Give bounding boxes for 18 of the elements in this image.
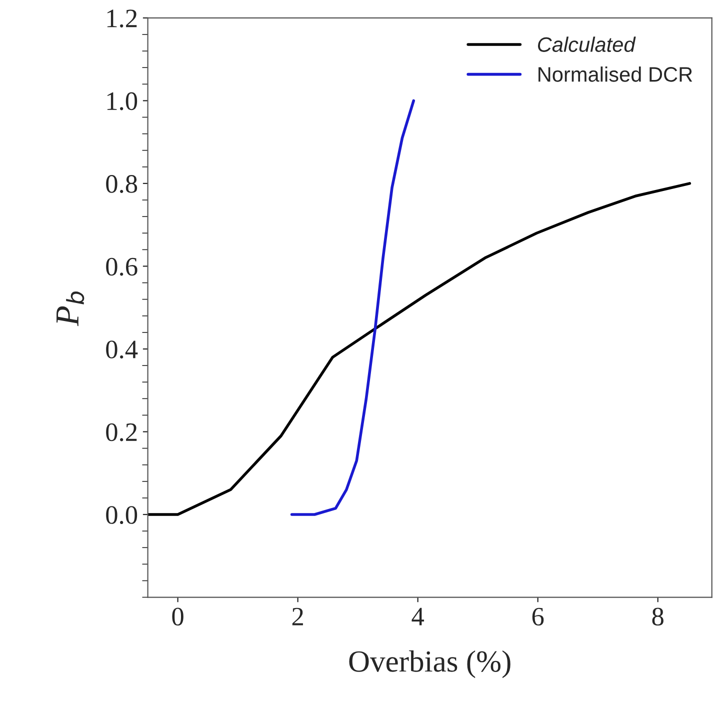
y-tick-label: 1.2: [107, 10, 137, 28]
x-tick-label: 0: [172, 608, 184, 626]
y-axis-title: P$_{b}$: [56, 292, 84, 326]
legend-label: Calculated: [538, 36, 636, 52]
x-tick-label: 2: [292, 608, 303, 626]
line-series: [290, 99, 416, 516]
line-series: [148, 182, 692, 516]
y-tick-label: 0.8: [106, 175, 138, 193]
legend-label: Normalised DCR: [538, 66, 692, 82]
y-tick-label: 0.0: [106, 506, 138, 524]
x-tick-label: 6: [532, 608, 544, 626]
x-tick-label: 4: [412, 608, 424, 626]
y-tick-label: 0.6: [106, 258, 138, 276]
y-tick-label: 0.4: [106, 340, 138, 359]
y-tick-label: 0.2: [106, 423, 137, 442]
x-axis-title: Overbias (%): [349, 650, 510, 678]
x-tick-label: 8: [652, 608, 664, 626]
y-tick-label: 1.0: [107, 92, 138, 110]
